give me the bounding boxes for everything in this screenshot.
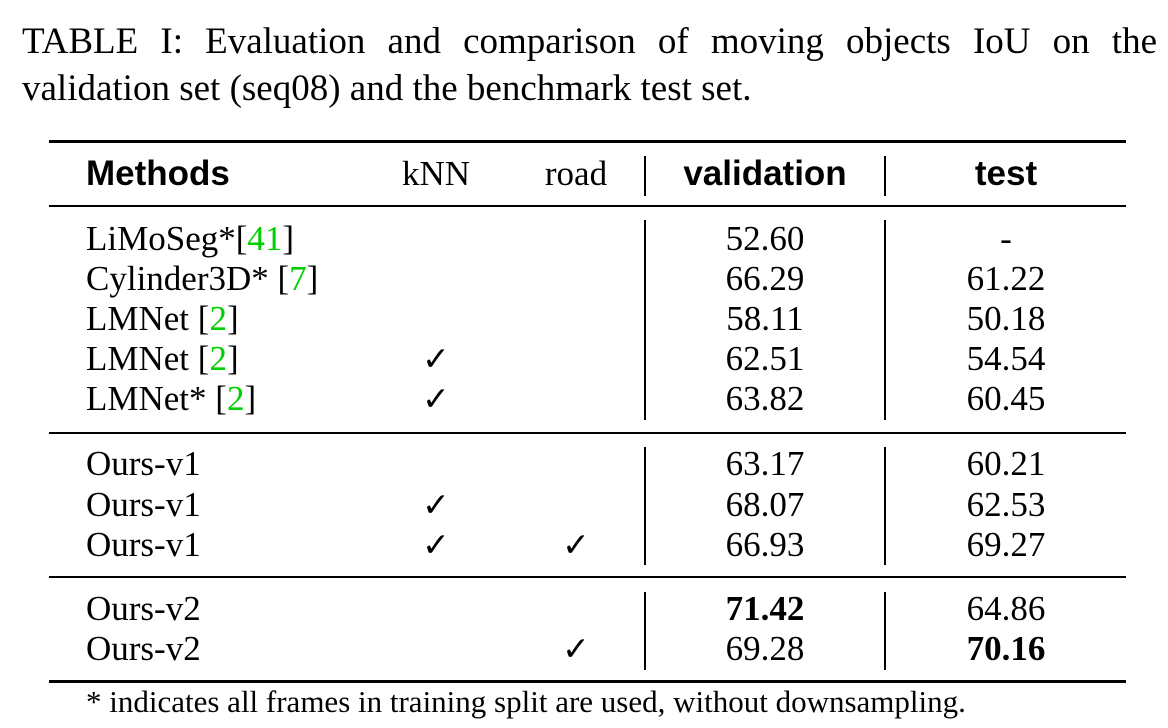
vline-group2-left	[644, 447, 646, 565]
method-cell: Cylinder3D* [7]	[86, 259, 318, 299]
vline-header-left	[644, 156, 646, 196]
method-name: Ours-v1	[86, 525, 201, 564]
test-value: 64.86	[966, 589, 1046, 628]
citation-bracket: ]	[306, 259, 319, 298]
vline-group2-right	[884, 447, 886, 565]
method-name: Ours-v1	[86, 485, 201, 524]
method-cell: Ours-v2	[86, 629, 201, 669]
validation-value: 63.82	[725, 379, 805, 418]
footnote: * indicates all frames in training split…	[86, 684, 966, 719]
vline-header-right	[884, 156, 886, 196]
method-name: Ours-v2	[86, 629, 201, 668]
citation-number[interactable]: 7	[289, 259, 307, 298]
bottom-rule	[49, 680, 1126, 683]
test-value: 69.27	[966, 525, 1046, 564]
citation-bracket: [	[197, 339, 210, 378]
method-name: LiMoSeg*	[86, 219, 236, 258]
vline-group3-left	[644, 592, 646, 670]
header-rule	[49, 205, 1126, 207]
header-validation: validation	[683, 154, 847, 193]
citation-bracket: [	[235, 219, 248, 258]
citation-bracket: [	[197, 299, 210, 338]
method-cell: Ours-v1	[86, 485, 201, 525]
vline-group3-right	[884, 592, 886, 670]
method-cell: LMNet [2]	[86, 339, 239, 379]
test-value: 54.54	[966, 339, 1046, 378]
test-value: 70.16	[966, 629, 1046, 668]
method-cell: Ours-v1	[86, 444, 201, 484]
method-name: Ours-v1	[86, 444, 201, 483]
knn-check-icon: ✓	[422, 485, 450, 524]
validation-value: 71.42	[725, 589, 805, 628]
method-cell: LMNet [2]	[86, 299, 239, 339]
header-knn: kNN	[401, 154, 471, 193]
citation-number[interactable]: 2	[209, 299, 227, 338]
validation-value: 62.51	[725, 339, 805, 378]
test-value: 60.21	[966, 444, 1046, 483]
road-check-icon: ✓	[562, 525, 590, 564]
method-cell: Ours-v1	[86, 525, 201, 565]
citation-number[interactable]: 2	[226, 379, 245, 418]
citation-bracket: [	[277, 259, 290, 298]
top-rule	[49, 140, 1126, 143]
method-cell: Ours-v2	[86, 589, 201, 629]
method-name: LMNet*	[86, 379, 216, 418]
method-name: Cylinder3D*	[86, 259, 278, 298]
header-test: test	[974, 154, 1038, 193]
group-rule-1	[49, 432, 1126, 434]
knn-check-icon: ✓	[422, 339, 450, 378]
method-name: LMNet	[86, 299, 198, 338]
knn-check-icon: ✓	[422, 525, 450, 564]
method-cell: LMNet* [2]	[86, 379, 256, 419]
validation-value: 68.07	[725, 485, 805, 524]
citation-number[interactable]: 2	[209, 339, 227, 378]
method-name: Ours-v2	[86, 589, 201, 628]
header-methods: Methods	[86, 154, 230, 193]
test-value: -	[1000, 219, 1012, 258]
knn-check-icon: ✓	[422, 379, 450, 418]
citation-bracket: ]	[226, 339, 239, 378]
table-caption: TABLE I: Evaluation and comparison of mo…	[22, 21, 1157, 109]
citation-bracket: [	[215, 379, 227, 418]
validation-value: 66.29	[725, 259, 805, 298]
vline-group1-left	[644, 220, 646, 420]
road-check-icon: ✓	[562, 629, 590, 668]
method-cell: LiMoSeg*[41]	[86, 219, 294, 259]
vline-group1-right	[884, 220, 886, 420]
citation-bracket: ]	[244, 379, 257, 418]
test-value: 62.53	[966, 485, 1046, 524]
test-value: 50.18	[966, 299, 1046, 338]
validation-value: 52.60	[725, 219, 805, 258]
test-value: 61.22	[966, 259, 1046, 298]
test-value: 60.45	[966, 379, 1046, 418]
citation-bracket: ]	[226, 299, 239, 338]
method-name: LMNet	[86, 339, 198, 378]
validation-value: 63.17	[725, 444, 805, 483]
header-road: road	[544, 154, 608, 193]
validation-value: 58.11	[726, 299, 804, 338]
validation-value: 69.28	[725, 629, 805, 668]
group-rule-2	[49, 576, 1126, 578]
citation-bracket: ]	[282, 219, 295, 258]
citation-number[interactable]: 41	[247, 219, 283, 258]
validation-value: 66.93	[725, 525, 805, 564]
